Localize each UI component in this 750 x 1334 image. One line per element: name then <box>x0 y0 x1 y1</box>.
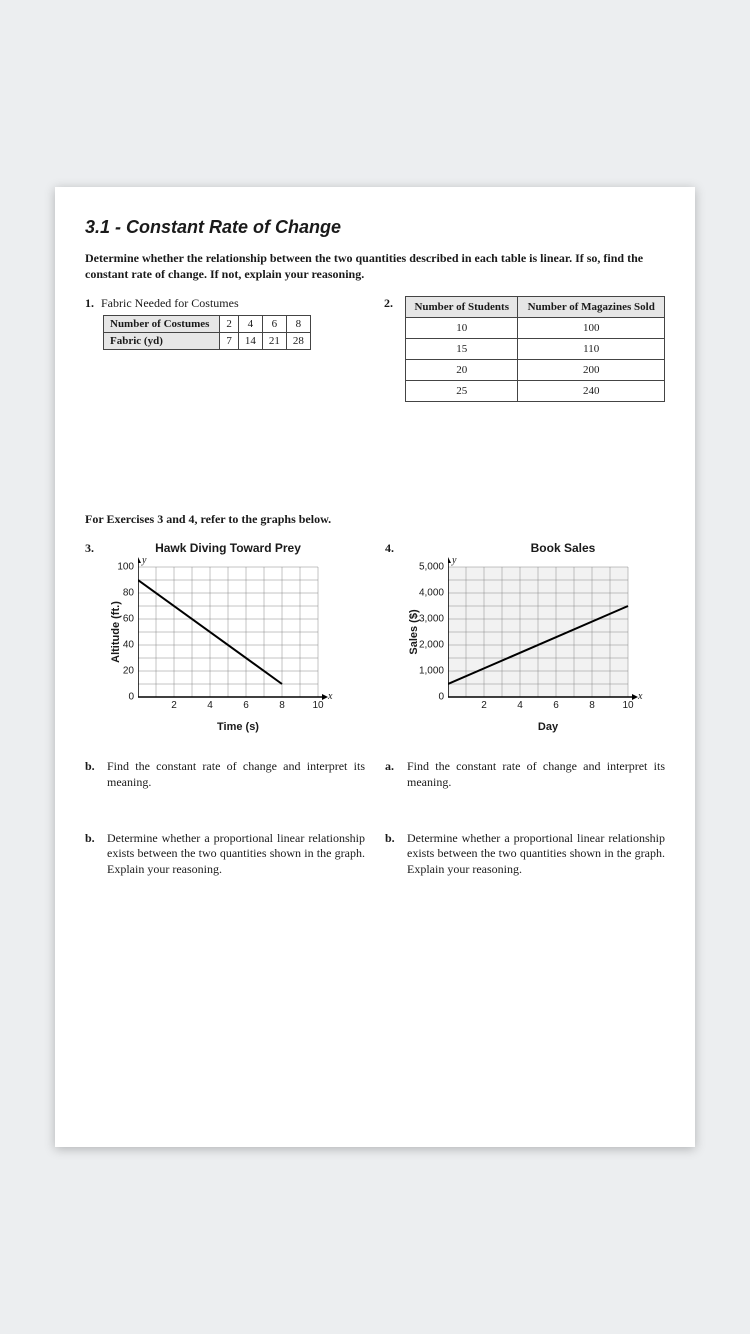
x-tick: 8 <box>589 700 595 711</box>
x-axis-label: Day <box>448 721 648 733</box>
cell: 15 <box>406 339 518 360</box>
cell: 21 <box>262 333 286 350</box>
table-row: Number of Students Number of Magazines S… <box>406 297 665 318</box>
cell: 100 <box>518 318 665 339</box>
chart-4: Book Sales Sales ($) 01,0002,0003,0004,0… <box>418 541 648 733</box>
problem-1-caption: Fabric Needed for Costumes <box>101 296 239 310</box>
table-row: 15110 <box>406 339 665 360</box>
cell: 110 <box>518 339 665 360</box>
y-tick: 20 <box>123 666 134 677</box>
question-text: Find the constant rate of change and int… <box>107 759 365 790</box>
x-axis-letter: x <box>638 691 642 702</box>
questions-row-2: b. Determine whether a proportional line… <box>85 831 665 918</box>
problem-4: 4. Book Sales Sales ($) 01,0002,0003,000… <box>385 541 665 733</box>
y-tick: 4,000 <box>419 588 444 599</box>
problem-3-question-b1: b. Find the constant rate of change and … <box>85 759 365 830</box>
x-tick: 2 <box>481 700 487 711</box>
problem-number: 4. <box>385 541 394 556</box>
question-text: Determine whether a proportional linear … <box>407 831 665 878</box>
table-row: 10100 <box>406 318 665 339</box>
instructions: Determine whether the relationship betwe… <box>85 250 665 282</box>
x-axis-letter: x <box>328 691 332 702</box>
x-axis-label: Time (s) <box>138 721 338 733</box>
cell: 240 <box>518 381 665 402</box>
row-label: Fabric (yd) <box>104 333 220 350</box>
y-axis-letter: y <box>142 555 146 566</box>
cell: 7 <box>220 333 239 350</box>
question-letter: b. <box>85 831 99 878</box>
chart-title: Book Sales <box>418 541 648 555</box>
problem-1: 1. Fabric Needed for Costumes Number of … <box>85 296 364 402</box>
cell: 10 <box>406 318 518 339</box>
y-tick: 0 <box>438 692 444 703</box>
x-tick: 6 <box>243 700 249 711</box>
x-tick: 10 <box>312 700 323 711</box>
table-row: Number of Costumes 2 4 6 8 <box>104 316 311 333</box>
question-text: Find the constant rate of change and int… <box>407 759 665 790</box>
cell: 25 <box>406 381 518 402</box>
problem-4-question-b: b. Determine whether a proportional line… <box>385 831 665 918</box>
col-header: Number of Students <box>406 297 518 318</box>
col-header: Number of Magazines Sold <box>518 297 665 318</box>
problems-3-4-row: 3. Hawk Diving Toward Prey Altitude (ft.… <box>85 541 665 733</box>
cell: 28 <box>286 333 310 350</box>
cell: 200 <box>518 360 665 381</box>
x-tick: 10 <box>622 700 633 711</box>
problem-number: 3. <box>85 541 94 556</box>
y-tick: 1,000 <box>419 666 444 677</box>
question-text: Determine whether a proportional linear … <box>107 831 365 878</box>
cell: 6 <box>262 316 286 333</box>
cell: 2 <box>220 316 239 333</box>
x-tick: 8 <box>279 700 285 711</box>
problem-2-table: Number of Students Number of Magazines S… <box>405 296 665 402</box>
question-letter: b. <box>85 759 99 790</box>
y-tick: 100 <box>117 562 134 573</box>
y-tick: 60 <box>123 614 134 625</box>
y-tick: 80 <box>123 588 134 599</box>
chart-3: Hawk Diving Toward Prey Altitude (ft.) 0… <box>118 541 338 733</box>
chart-4-plot: Sales ($) 01,0002,0003,0004,0005,0002468… <box>448 557 648 707</box>
sub-instructions: For Exercises 3 and 4, refer to the grap… <box>85 512 665 527</box>
problem-2: 2. Number of Students Number of Magazine… <box>384 296 665 402</box>
cell: 14 <box>238 333 262 350</box>
row-label: Number of Costumes <box>104 316 220 333</box>
cell: 4 <box>238 316 262 333</box>
problem-4-question-a: a. Find the constant rate of change and … <box>385 759 665 830</box>
table-row: 25240 <box>406 381 665 402</box>
table-row: Fabric (yd) 7 14 21 28 <box>104 333 311 350</box>
chart-3-plot: Altitude (ft.) 020406080100246810yx <box>138 557 338 707</box>
x-tick: 4 <box>517 700 523 711</box>
y-tick: 0 <box>128 692 134 703</box>
questions-row-1: b. Find the constant rate of change and … <box>85 759 665 830</box>
question-letter: a. <box>385 759 399 790</box>
y-tick: 3,000 <box>419 614 444 625</box>
problems-1-2-row: 1. Fabric Needed for Costumes Number of … <box>85 296 665 402</box>
problem-3-question-b2: b. Determine whether a proportional line… <box>85 831 365 918</box>
worksheet-page: 3.1 - Constant Rate of Change Determine … <box>55 187 695 1147</box>
problem-number: 2. <box>384 296 393 402</box>
x-tick: 6 <box>553 700 559 711</box>
y-axis-label: Altitude (ft.) <box>110 602 122 664</box>
table-row: 20200 <box>406 360 665 381</box>
y-tick: 40 <box>123 640 134 651</box>
y-tick: 5,000 <box>419 562 444 573</box>
problem-3: 3. Hawk Diving Toward Prey Altitude (ft.… <box>85 541 365 733</box>
x-tick: 2 <box>171 700 177 711</box>
y-tick: 2,000 <box>419 640 444 651</box>
cell: 20 <box>406 360 518 381</box>
x-tick: 4 <box>207 700 213 711</box>
chart-title: Hawk Diving Toward Prey <box>118 541 338 555</box>
y-axis-letter: y <box>452 555 456 566</box>
cell: 8 <box>286 316 310 333</box>
page-title: 3.1 - Constant Rate of Change <box>85 217 665 238</box>
problem-1-table: Number of Costumes 2 4 6 8 Fabric (yd) 7… <box>103 315 311 350</box>
question-letter: b. <box>385 831 399 878</box>
problem-number: 1. <box>85 296 94 311</box>
